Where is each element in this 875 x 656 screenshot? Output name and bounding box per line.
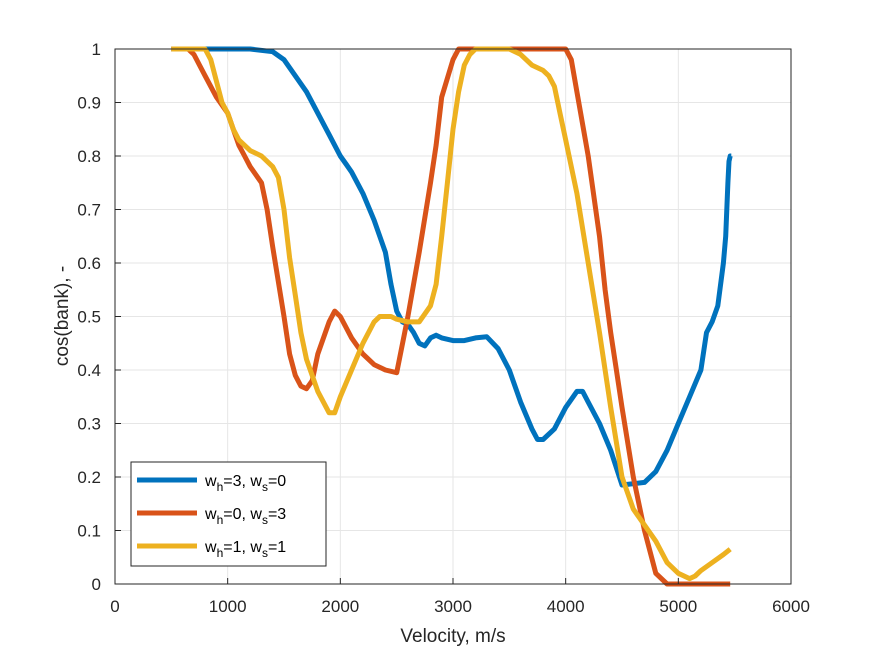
x-axis-label: Velocity, m/s	[400, 626, 505, 647]
series-lines	[171, 46, 733, 587]
y-tick-label: 0.5	[77, 308, 101, 327]
x-tick-label: 0	[110, 597, 119, 616]
series-line-2	[171, 46, 731, 587]
series-line-1	[171, 46, 733, 488]
y-axis-label: cos(bank), -	[52, 266, 73, 366]
y-tick-label: 0.3	[77, 415, 101, 434]
x-tick-label: 2000	[321, 597, 359, 616]
y-tick-label: 0.4	[77, 361, 101, 380]
y-tick-label: 0.8	[77, 147, 101, 166]
y-tick-label: 0.9	[77, 94, 101, 113]
legend-label-1: wh=3, ws=0	[204, 473, 286, 494]
legend: wh=3, ws=0 wh=0, ws=3 wh=1, ws=1	[130, 461, 327, 567]
y-tick-label: 0.1	[77, 522, 101, 541]
x-tick-label: 1000	[209, 597, 247, 616]
y-tick-label: 0.2	[77, 468, 101, 487]
y-tick-label: 0.7	[77, 201, 101, 220]
x-tick-label: 4000	[547, 597, 585, 616]
legend-label-2: wh=0, ws=3	[204, 506, 286, 527]
series-line-3	[171, 46, 732, 582]
tick-labels: 0 1000 2000 3000 4000 5000 6000 0 0.1 0.2 0.3 0.4 0.…	[77, 40, 810, 616]
x-tick-label: 3000	[434, 597, 472, 616]
axis-ticks	[114, 48, 792, 585]
y-tick-label: 0	[92, 575, 101, 594]
y-tick-label: 0.6	[77, 254, 101, 273]
x-tick-label: 6000	[772, 597, 810, 616]
legend-label-3: wh=1, ws=1	[204, 539, 286, 560]
x-tick-label: 5000	[659, 597, 697, 616]
y-tick-label: 1	[92, 40, 101, 59]
